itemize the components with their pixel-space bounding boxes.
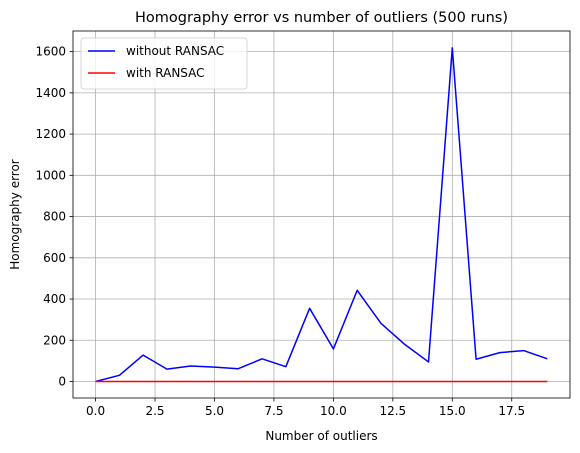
x-tick-label: 7.5 <box>264 404 283 418</box>
series-lines <box>95 47 548 383</box>
x-tick-label: 2.5 <box>145 404 164 418</box>
y-axis-title: Homography error <box>8 159 22 270</box>
plot-frame <box>72 30 571 399</box>
y-tick-label: 400 <box>43 292 66 306</box>
y-tick-label: 200 <box>43 333 66 347</box>
y-tick-label: 0 <box>58 375 66 389</box>
x-tick-label: 0.0 <box>86 404 105 418</box>
series-line-without-ransac <box>95 47 548 383</box>
y-tick-label: 600 <box>43 251 66 265</box>
x-tick-label: 12.5 <box>379 404 406 418</box>
x-tick-label: 5.0 <box>205 404 224 418</box>
x-tick-label: 10.0 <box>320 404 347 418</box>
x-tick-label: 17.5 <box>498 404 525 418</box>
legend-label-with-ransac: with RANSAC <box>126 66 205 80</box>
legend: without RANSAC with RANSAC <box>80 37 248 90</box>
chart-title: Homography error vs number of outliers (… <box>135 10 508 26</box>
x-tick-label: 15.0 <box>439 404 466 418</box>
y-tick-label: 1000 <box>35 168 66 182</box>
legend-label-without-ransac: without RANSAC <box>126 44 224 58</box>
y-tick-label: 1600 <box>35 45 66 59</box>
legend-box <box>80 37 248 90</box>
y-tick-label: 1200 <box>35 127 66 141</box>
axis-ticks: 0.0 2.5 5.0 7.5 10.0 12.5 15.0 17.5 0 200 400 600 80… <box>35 45 525 418</box>
y-tick-label: 1400 <box>35 86 66 100</box>
y-tick-label: 800 <box>43 210 66 224</box>
x-axis-title: Number of outliers <box>265 429 377 443</box>
